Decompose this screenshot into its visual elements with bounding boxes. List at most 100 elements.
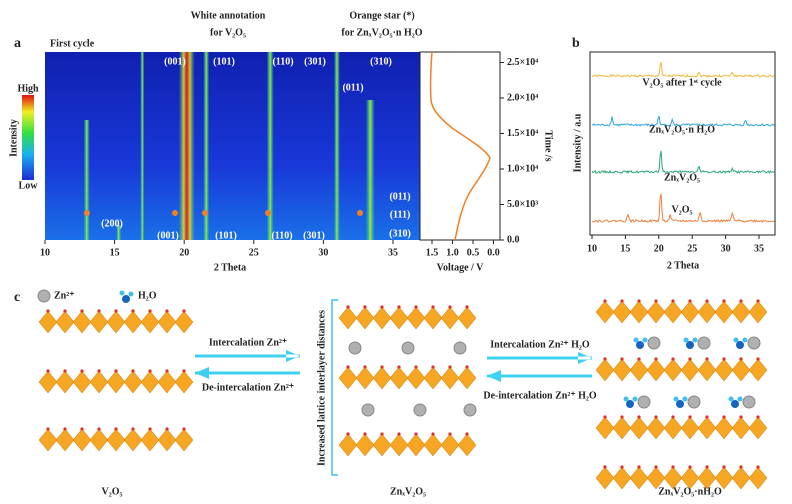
zn-ion [413, 403, 427, 417]
polyhedron [106, 428, 126, 452]
atom [705, 299, 709, 303]
atom [465, 305, 469, 309]
peak-label: (101) [215, 230, 237, 241]
polyhedron [457, 433, 477, 457]
atom [380, 365, 384, 369]
atom [671, 299, 675, 303]
zn-ion [453, 341, 467, 355]
water-h [733, 337, 739, 343]
polyhedron [423, 433, 443, 457]
water-h [742, 337, 748, 343]
water-o [676, 400, 684, 408]
atom [114, 309, 118, 313]
voltage-tick-label: 0.5 [467, 247, 480, 258]
structure-label: V₂O₅ [102, 486, 123, 497]
x-tick-label: 15 [620, 243, 630, 254]
polyhedron [748, 300, 768, 324]
atom [431, 432, 435, 436]
polyhedron [680, 300, 700, 324]
water-h [673, 396, 679, 402]
atom [448, 432, 452, 436]
panel-label: c [14, 290, 20, 305]
time-axis: 0.0 5.0×10³ 1.0×10⁴ 1.5×10⁴ 2.0×10⁴ 2.5×10⁴ [500, 57, 538, 245]
polyhedron [338, 366, 358, 390]
atom [148, 309, 152, 313]
voltage-frame [419, 51, 501, 241]
time-tick-label: 2.5×10⁴ [507, 57, 538, 68]
polyhedron [457, 306, 477, 330]
heatmap-streaks [83, 52, 375, 240]
star [265, 210, 271, 216]
atom [465, 365, 469, 369]
atom [63, 369, 67, 373]
x-axis: 10 15 20 25 30 35 [40, 240, 398, 258]
water-o [636, 341, 644, 349]
water-o [736, 341, 744, 349]
polyhedron [106, 310, 126, 334]
atom [131, 427, 135, 431]
streak [333, 52, 340, 240]
polyhedron [731, 466, 751, 490]
polyhedron [440, 433, 460, 457]
polyhedron [748, 416, 768, 440]
legend-entry: H₂O [138, 290, 157, 301]
atom [620, 465, 624, 469]
polyhedron [457, 366, 477, 390]
trace [592, 193, 775, 223]
trace [591, 150, 775, 175]
zn-ion [747, 336, 761, 350]
atom [756, 415, 760, 419]
streak [266, 52, 274, 240]
water-h [728, 396, 734, 402]
peak-label: (301) [304, 56, 326, 67]
voltage-axis-label: Voltage / V [437, 262, 484, 273]
atom [414, 305, 418, 309]
polyhedron [123, 370, 143, 394]
peak-label: (310) [389, 228, 411, 239]
atom [739, 299, 743, 303]
polyhedron [663, 358, 683, 382]
atom [722, 465, 726, 469]
atom [97, 427, 101, 431]
streak [178, 52, 195, 240]
streak [83, 120, 90, 240]
arrow [487, 352, 592, 364]
polyhedron [612, 466, 632, 490]
water-h [633, 337, 639, 343]
atom [637, 415, 641, 419]
polyhedron [423, 306, 443, 330]
atom [654, 357, 658, 361]
atom [131, 369, 135, 373]
voltage-axis: 1.5 1.0 0.5 0.0 [426, 240, 500, 258]
atom [603, 299, 607, 303]
peak-label: (111) [390, 209, 411, 220]
polyhedron [646, 416, 666, 440]
polyhedron [72, 310, 92, 334]
polyhedron [106, 370, 126, 394]
arrows [195, 350, 592, 382]
trace-label: V₂O₅ after 1ˢᵗ cycle [642, 77, 722, 88]
star [172, 210, 178, 216]
panel-label: b [572, 36, 580, 51]
polyhedron [406, 366, 426, 390]
arrow-label: Intercalation Zn²⁺ H₂O [490, 339, 590, 350]
voltage-tick-label: 1.0 [446, 247, 459, 258]
atom [80, 369, 84, 373]
atom [182, 369, 186, 373]
atom [620, 415, 624, 419]
atom [465, 432, 469, 436]
polyhedron [697, 416, 717, 440]
polyhedron [72, 428, 92, 452]
bracket-label: Increased lattice interlayer distances [316, 310, 327, 466]
time-tick-label: 1.0×10⁴ [507, 163, 538, 174]
polyhedron [680, 466, 700, 490]
atom [671, 465, 675, 469]
atom [688, 465, 692, 469]
voltage-tick-label: 1.5 [426, 247, 439, 258]
polyhedron [646, 300, 666, 324]
polyhedron [595, 466, 615, 490]
panel-label: a [14, 36, 21, 51]
plot-frame [589, 51, 776, 236]
polyhedron [389, 433, 409, 457]
atom [397, 305, 401, 309]
